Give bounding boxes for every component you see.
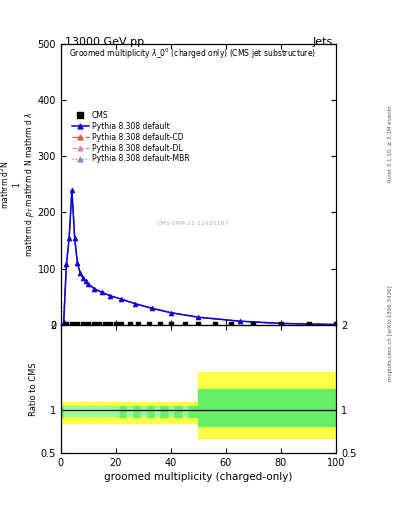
Point xyxy=(228,320,235,328)
Point xyxy=(305,320,312,328)
Point xyxy=(127,320,133,328)
Point xyxy=(107,320,114,328)
Text: Rivet 3.1.10, ≥ 3.1M events: Rivet 3.1.10, ≥ 3.1M events xyxy=(388,105,393,182)
Point xyxy=(333,320,339,328)
Point xyxy=(63,320,70,328)
Point xyxy=(74,320,81,328)
Point xyxy=(168,320,174,328)
Y-axis label: mathrm d$^2$N
1
mathrm d $p_T$ mathrm d N mathrm d $\lambda$: mathrm d$^2$N 1 mathrm d $p_T$ mathrm d … xyxy=(0,112,36,257)
Point xyxy=(85,320,92,328)
Text: CMS-SMP-21-11920187: CMS-SMP-21-11920187 xyxy=(157,221,229,226)
Legend: CMS, Pythia 8.308 default, Pythia 8.308 default-CD, Pythia 8.308 default-DL, Pyt: CMS, Pythia 8.308 default, Pythia 8.308 … xyxy=(70,109,191,165)
Point xyxy=(157,320,163,328)
Point xyxy=(195,320,202,328)
Point xyxy=(102,320,108,328)
Text: Groomed multiplicity $\lambda\_0^0$ (charged only) (CMS jet substructure): Groomed multiplicity $\lambda\_0^0$ (cha… xyxy=(69,47,316,61)
Point xyxy=(118,320,125,328)
Text: Jets: Jets xyxy=(313,37,333,47)
Point xyxy=(69,320,75,328)
Point xyxy=(91,320,97,328)
Text: 13000 GeV pp: 13000 GeV pp xyxy=(65,37,144,47)
Y-axis label: Ratio to CMS: Ratio to CMS xyxy=(29,362,38,416)
Point xyxy=(146,320,152,328)
Point xyxy=(278,320,284,328)
Point xyxy=(212,320,218,328)
Point xyxy=(135,320,141,328)
Point xyxy=(96,320,103,328)
Point xyxy=(80,320,86,328)
Point xyxy=(250,320,257,328)
X-axis label: groomed multiplicity (charged-only): groomed multiplicity (charged-only) xyxy=(104,472,293,482)
Point xyxy=(182,320,188,328)
Point xyxy=(113,320,119,328)
Text: mcplots.cern.ch [arXiv:1306.3436]: mcplots.cern.ch [arXiv:1306.3436] xyxy=(388,285,393,380)
